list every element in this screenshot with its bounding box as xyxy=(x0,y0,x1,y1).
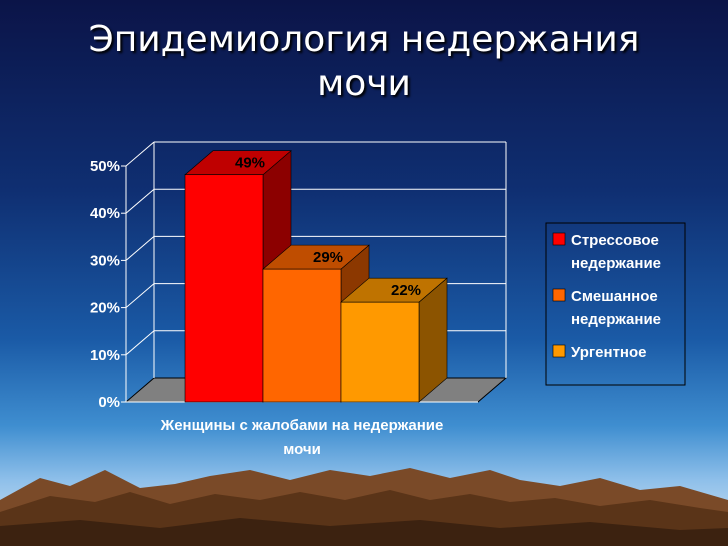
legend-item: Смешанное недержание xyxy=(552,288,661,328)
y-tick-label: 30% xyxy=(90,252,120,269)
legend-box xyxy=(545,222,686,386)
gridline-side xyxy=(125,283,155,308)
gridline-side xyxy=(125,188,155,214)
bar-3 xyxy=(340,277,448,403)
legend-label: Ургентное xyxy=(571,344,646,361)
gridline-side xyxy=(125,236,155,261)
legend-label: недержание xyxy=(571,311,661,328)
slide-title: Эпидемиология недержания мочи xyxy=(88,19,640,104)
legend-item: Ургентное xyxy=(552,344,646,361)
y-tick-label: 10% xyxy=(90,347,120,364)
legend-swatch xyxy=(552,232,566,246)
data-label: 49% xyxy=(235,155,265,172)
y-tick-label: 50% xyxy=(90,158,120,175)
legend-item: Стрессовое недержание xyxy=(552,232,661,272)
data-labels: 49% 29% 22% xyxy=(235,155,421,299)
bar-front xyxy=(262,268,342,403)
legend-swatch xyxy=(552,288,566,302)
legend-label: недержание xyxy=(571,255,661,272)
legend: Стрессовое недержание Смешанное недержание У… xyxy=(545,222,686,386)
y-tick-label: 40% xyxy=(90,205,120,222)
plot-area: 0% 10% 20% 30% 40% 50% 49% 29% 22% Женщины с жа… xyxy=(90,141,508,458)
gridline-side xyxy=(125,330,155,356)
data-label: 29% xyxy=(313,249,343,266)
legend-swatch xyxy=(552,344,566,358)
gridline-side xyxy=(125,141,155,167)
category-label: мочи xyxy=(283,441,321,458)
bar-front xyxy=(340,301,420,403)
legend-label: Смешанное xyxy=(571,288,658,305)
y-tick-label: 0% xyxy=(98,394,120,411)
bars xyxy=(184,150,448,403)
mountains-decoration xyxy=(0,468,728,546)
y-axis-ticks: 0% 10% 20% 30% 40% 50% xyxy=(90,158,126,411)
bar-front xyxy=(184,174,264,403)
y-tick-label: 20% xyxy=(90,300,120,317)
legend-label: Стрессовое xyxy=(571,232,659,249)
category-labels: Женщины с жалобами на недержание мочи xyxy=(160,417,444,458)
category-label: Женщины с жалобами на недержание xyxy=(160,417,444,434)
data-label: 22% xyxy=(391,282,421,299)
